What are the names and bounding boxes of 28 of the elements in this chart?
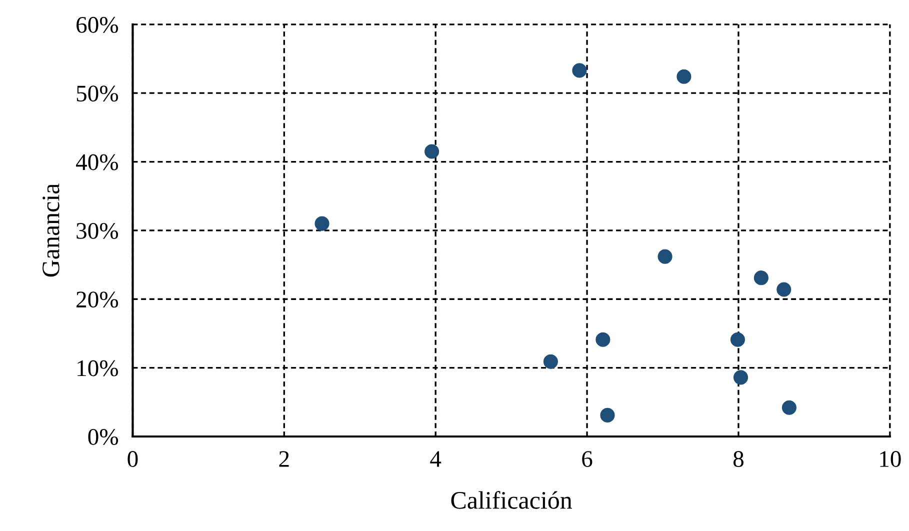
point: [424, 144, 440, 159]
x-axis-title: Calificación: [451, 490, 572, 509]
point: [754, 270, 768, 286]
y-tick-label: 0%: [88, 428, 118, 445]
x-tick-label: 10: [880, 451, 901, 467]
point: [733, 370, 748, 385]
y-tick-label: 10%: [78, 360, 118, 376]
point: [730, 332, 745, 347]
x-tick-label: 4: [430, 451, 442, 467]
y-axis-title: Ganancia: [42, 184, 60, 277]
point: [596, 332, 610, 347]
point: [658, 249, 672, 264]
point: [600, 408, 615, 422]
x-tick-label: 2: [279, 451, 289, 467]
point: [782, 400, 796, 415]
x-tick-label: 0: [128, 451, 138, 467]
y-tick-label: 40%: [76, 154, 118, 170]
point: [776, 282, 792, 297]
x-tick-label: 6: [582, 451, 592, 467]
point: [676, 69, 692, 84]
y-tick-label: 50%: [76, 86, 118, 102]
point: [314, 216, 330, 231]
point: [543, 354, 558, 369]
y-tick-label: 30%: [76, 222, 118, 239]
y-tick-label: 60%: [76, 16, 118, 33]
y-tick-label: 20%: [76, 292, 118, 308]
x-tick-label: 8: [733, 451, 744, 467]
point: [572, 63, 587, 78]
